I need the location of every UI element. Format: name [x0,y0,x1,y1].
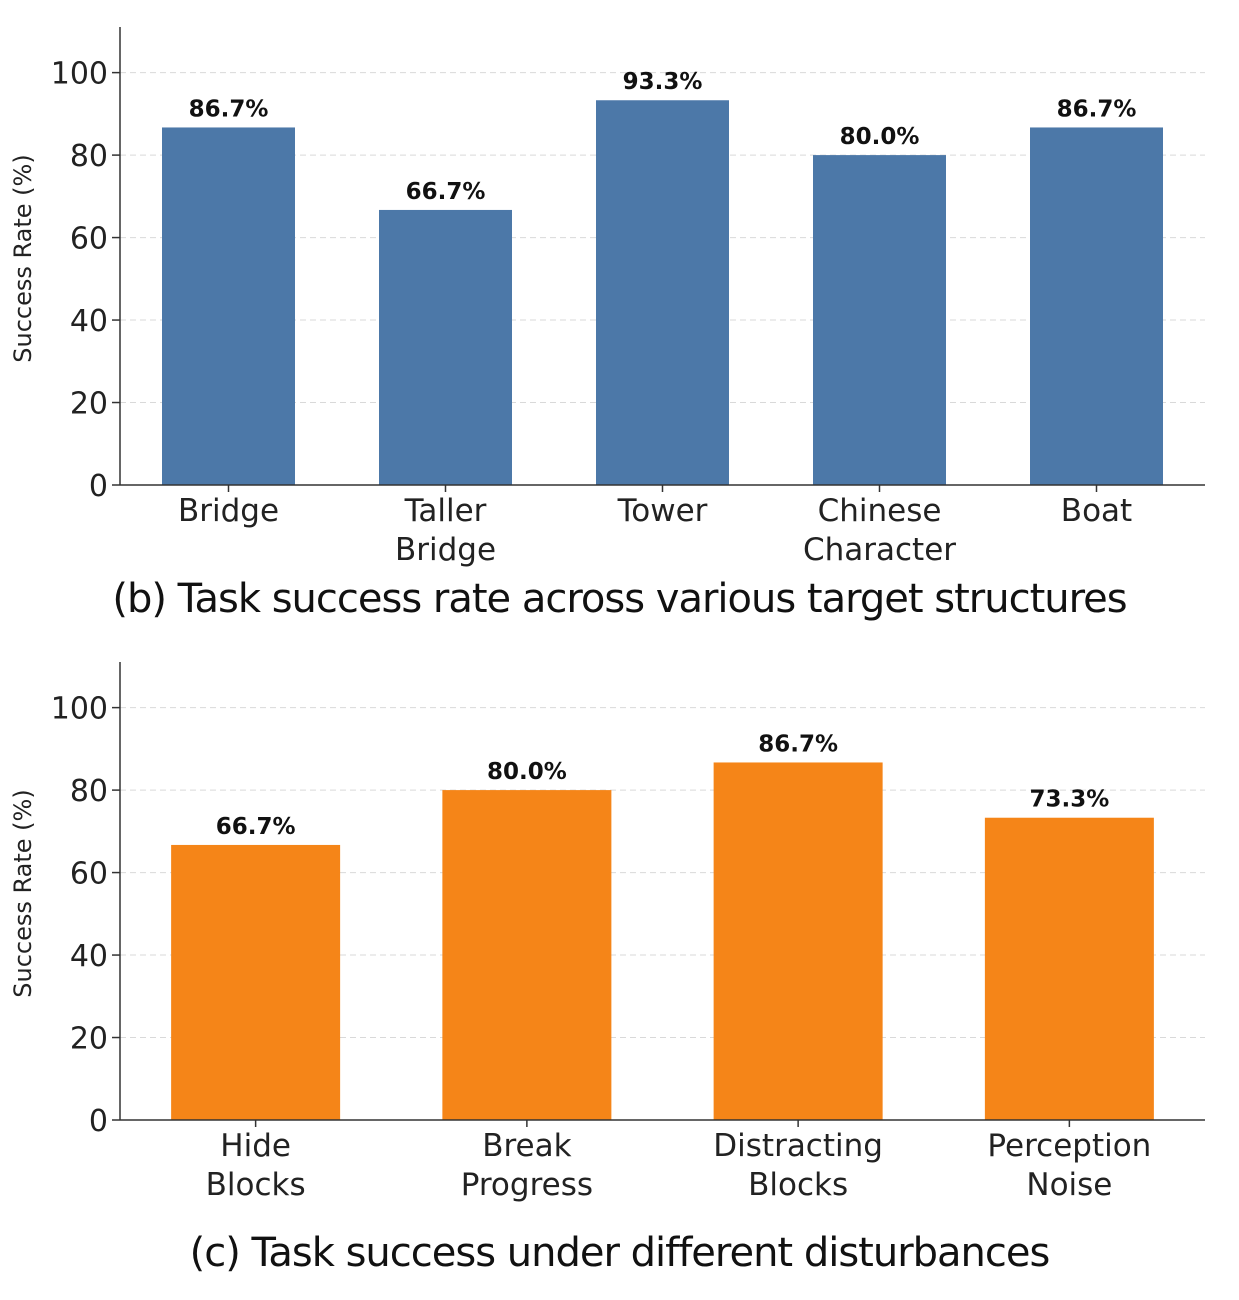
chart-c-category-label: Blocks [748,1167,848,1203]
chart-c-category-label: Hide [220,1128,291,1164]
chart-c-y-tick-label: 80 [70,774,108,809]
chart-b-y-tick-label: 0 [89,469,108,504]
chart-b-value-label: 80.0% [840,124,920,150]
chart-b-bar [162,127,295,486]
chart-c-y-axis-title: Success Rate (%) [9,789,37,997]
chart-c-bar [171,844,341,1120]
chart-b-category-label: Bridge [395,532,496,568]
chart-c-y-tick-label: 60 [70,857,108,892]
chart-b-y-axis-title: Success Rate (%) [9,154,37,362]
chart-b-value-label: 86.7% [189,96,269,122]
chart-b-bar [1030,127,1163,486]
chart-b-y-tick-label: 100 [51,57,108,92]
chart-c-bar [713,762,883,1120]
chart-c-bar [984,817,1154,1120]
chart-b-y-tick-label: 40 [70,304,108,339]
chart-b-category-label: Bridge [178,493,279,529]
chart-c-category-label: Perception [987,1128,1151,1164]
chart-b-bar [813,155,946,485]
chart-c-value-label: 66.7% [216,814,296,840]
chart-b-y-tick-label: 20 [70,387,108,422]
chart-c-category-label: Progress [461,1167,593,1203]
chart-b-y-tick-label: 80 [70,139,108,174]
chart-c-y-tick-label: 100 [51,692,108,727]
chart-c-y-tick-label: 0 [89,1104,108,1139]
chart-c-value-label: 80.0% [487,759,567,785]
chart-c-y-tick-label: 20 [70,1022,108,1057]
chart-b-value-label: 86.7% [1057,96,1137,122]
chart-b-category-label: Character [803,532,956,568]
chart-b-category-label: Chinese [818,493,942,529]
chart-c-category-label: Distracting [713,1128,883,1164]
chart-b-target-structures: 86.7%Bridge66.7%TallerBridge93.3%Tower80… [9,27,1205,568]
chart-b-y-tick-label: 60 [70,222,108,257]
chart-c-value-label: 86.7% [758,731,838,757]
chart-b-category-label: Tower [617,493,708,529]
chart-c-value-label: 73.3% [1029,787,1109,813]
chart-c-disturbances: 66.7%HideBlocks80.0%BreakProgress86.7%Di… [9,662,1205,1203]
chart-b-category-label: Boat [1061,493,1132,529]
chart-c-category-label: Blocks [206,1167,306,1203]
chart-b-value-label: 93.3% [623,69,703,95]
chart-b-bar [379,209,512,486]
caption-c: (c) Task success under different disturb… [189,1230,1051,1276]
chart-b-value-label: 66.7% [406,179,486,205]
chart-c-category-label: Break [482,1128,571,1164]
chart-b-category-label: Taller [404,493,487,529]
chart-c-category-label: Noise [1026,1167,1112,1203]
chart-c-bar [442,790,612,1120]
chart-b-bar [596,100,729,486]
caption-b: (b) Task success rate across various tar… [112,576,1127,622]
chart-c-y-tick-label: 40 [70,939,108,974]
